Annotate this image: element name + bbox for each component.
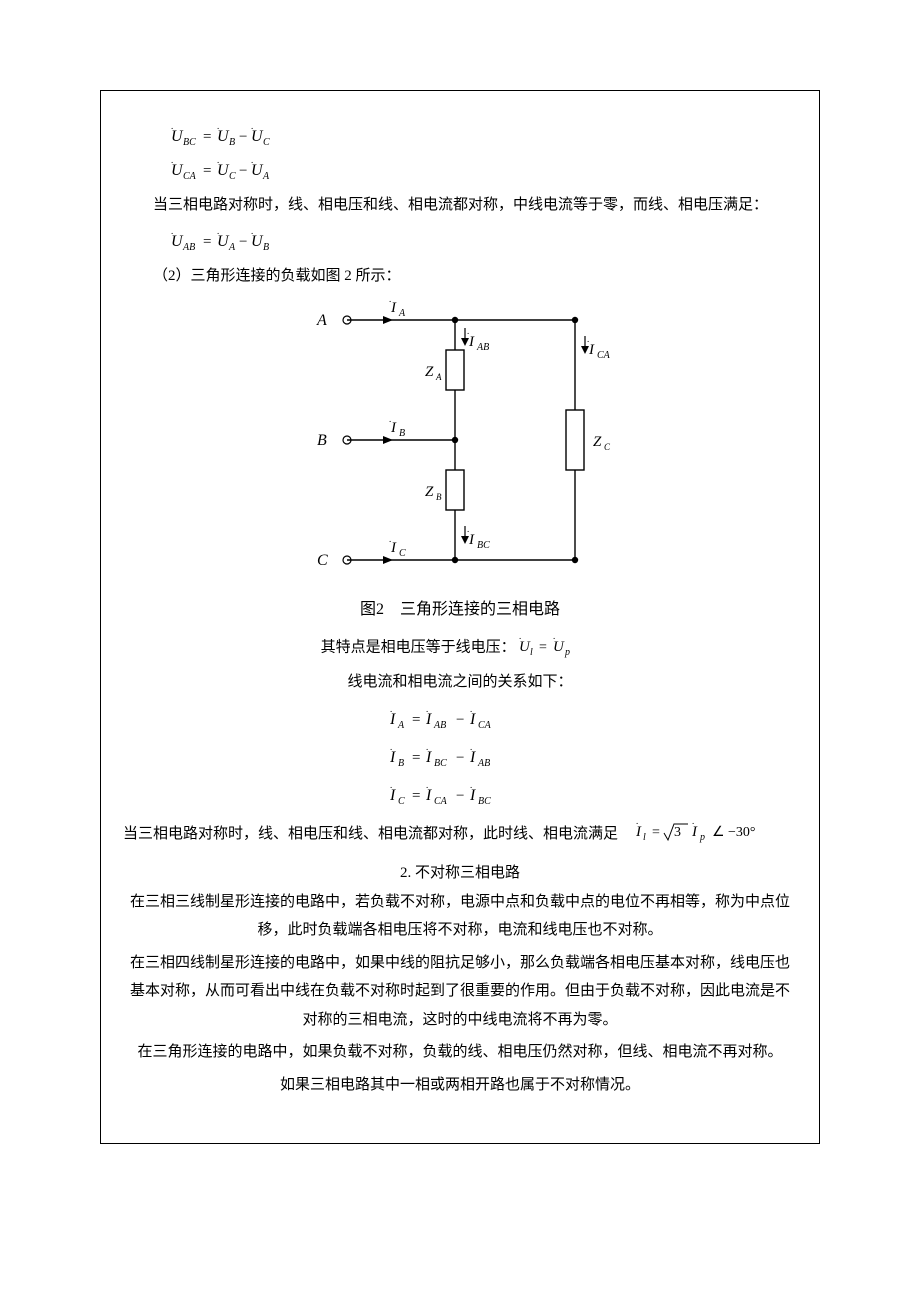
- para-fig-intro: （2）三角形连接的负载如图 2 所示：: [123, 262, 797, 291]
- svg-text:B: B: [399, 428, 405, 439]
- svg-text:B: B: [263, 242, 269, 253]
- svg-text:−: −: [239, 129, 247, 145]
- svg-text:Z: Z: [425, 364, 434, 380]
- svg-text:−: −: [239, 163, 247, 179]
- svg-text:I: I: [691, 824, 698, 840]
- svg-text:BC: BC: [183, 137, 196, 148]
- equation-u-bc: . U BC = . U B − . U C: [171, 123, 797, 149]
- svg-text:AB: AB: [182, 242, 195, 253]
- svg-text:−30°: −30°: [728, 825, 756, 840]
- svg-text:A: A: [398, 308, 406, 319]
- svg-text:−: −: [456, 788, 464, 804]
- svg-text:B: B: [398, 758, 404, 769]
- svg-text:I: I: [469, 787, 476, 804]
- svg-text:I: I: [390, 749, 396, 766]
- content-box: . U BC = . U B − . U C . U CA = . U: [100, 90, 820, 1144]
- para-feature: 其特点是相电压等于线电压： . U l = . U p: [123, 633, 797, 664]
- svg-text:C: C: [229, 171, 236, 182]
- svg-text:A: A: [316, 312, 327, 329]
- svg-text:U: U: [553, 639, 565, 655]
- svg-text:I: I: [468, 334, 475, 350]
- svg-text:A: A: [435, 372, 442, 382]
- svg-text:−: −: [456, 712, 464, 728]
- svg-text:B: B: [436, 492, 442, 502]
- circuit-diagram: ABCZAZBZC.IA.IB.IC.IAB.IBC.ICA: [305, 300, 615, 580]
- svg-text:I: I: [588, 342, 595, 358]
- svg-text:B: B: [317, 432, 327, 449]
- svg-text:=: =: [203, 234, 211, 250]
- svg-text:BC: BC: [478, 796, 491, 807]
- equation-ia: . I A = . I AB − . I CA: [123, 704, 797, 734]
- equation-ic: . I C = . I CA − . I BC: [123, 780, 797, 810]
- svg-text:I: I: [390, 787, 396, 804]
- svg-text:A: A: [228, 242, 236, 253]
- svg-text:=: =: [412, 750, 420, 766]
- para-symmetry-2: 当三相电路对称时，线、相电压和线、相电流都对称，此时线、相电流满足 . I l …: [123, 818, 797, 851]
- section-2-title: 2. 不对称三相电路: [123, 861, 797, 882]
- svg-text:BC: BC: [477, 540, 490, 551]
- page: . U BC = . U B − . U C . U CA = . U: [0, 0, 920, 1302]
- equation-u-ab: . U AB = . U A − . U B: [171, 228, 797, 254]
- svg-text:C: C: [398, 796, 405, 807]
- para-feature-text: 其特点是相电压等于线电压：: [321, 640, 516, 656]
- svg-text:C: C: [263, 137, 270, 148]
- svg-text:I: I: [468, 532, 475, 548]
- equation-u-ca: . U CA = . U C − . U A: [171, 157, 797, 183]
- svg-text:I: I: [425, 787, 432, 804]
- svg-text:p: p: [564, 647, 570, 658]
- svg-text:I: I: [636, 824, 642, 840]
- svg-text:l: l: [530, 647, 533, 658]
- eq-ul-up: . U l = . U p: [519, 633, 599, 664]
- svg-text:B: B: [229, 137, 235, 148]
- svg-text:I: I: [469, 749, 476, 766]
- svg-text:3: 3: [674, 825, 681, 840]
- para-tail-3: 如果三相电路其中一相或两相开路也属于不对称情况。: [123, 1071, 797, 1100]
- svg-text:=: =: [203, 163, 211, 179]
- svg-text:I: I: [425, 749, 432, 766]
- eq-il-ip: . I l = 3 . I p ∠ −30°: [636, 818, 796, 851]
- svg-text:AB: AB: [433, 720, 446, 731]
- equation-ib: . I B = . I BC − . I AB: [123, 742, 797, 772]
- svg-text:C: C: [317, 552, 328, 569]
- svg-text:=: =: [412, 788, 420, 804]
- svg-text:−: −: [239, 234, 247, 250]
- figure-2: ABCZAZBZC.IA.IB.IC.IAB.IBC.ICA: [123, 300, 797, 585]
- svg-text:AB: AB: [476, 342, 489, 353]
- svg-text:C: C: [399, 548, 406, 559]
- svg-text:p: p: [699, 832, 705, 843]
- svg-text:=: =: [652, 825, 660, 840]
- para-symmetry-2-text: 当三相电路对称时，线、相电压和线、相电流都对称，此时线、相电流满足: [123, 820, 618, 849]
- svg-text:I: I: [390, 300, 397, 316]
- para-symmetry: 当三相电路对称时，线、相电压和线、相电流都对称，中线电流等于零，而线、相电压满足…: [123, 191, 797, 220]
- svg-text:I: I: [469, 711, 476, 728]
- svg-text:A: A: [262, 171, 270, 182]
- svg-text:CA: CA: [597, 350, 611, 361]
- svg-text:Z: Z: [425, 484, 434, 500]
- figure-2-caption: 图2 三角形连接的三相电路: [123, 595, 797, 619]
- svg-text:I: I: [390, 711, 396, 728]
- svg-text:A: A: [397, 720, 405, 731]
- svg-text:=: =: [412, 712, 420, 728]
- svg-text:=: =: [539, 640, 547, 655]
- svg-text:=: =: [203, 129, 211, 145]
- svg-text:∠: ∠: [712, 825, 725, 840]
- svg-text:AB: AB: [477, 758, 490, 769]
- svg-text:I: I: [390, 420, 397, 436]
- svg-text:C: C: [604, 442, 611, 452]
- svg-text:Z: Z: [593, 434, 602, 450]
- para-tail-2: 在三角形连接的电路中，如果负载不对称，负载的线、相电压仍然对称，但线、相电流不再…: [123, 1038, 797, 1067]
- svg-text:BC: BC: [434, 758, 447, 769]
- svg-text:I: I: [390, 540, 397, 556]
- svg-text:CA: CA: [478, 720, 492, 731]
- para-linephase: 线电流和相电流之间的关系如下：: [123, 668, 797, 697]
- svg-text:I: I: [425, 711, 432, 728]
- para-tail-0: 在三相三线制星形连接的电路中，若负载不对称，电源中点和负载中点的电位不再相等，称…: [123, 888, 797, 945]
- svg-text:l: l: [643, 832, 646, 843]
- svg-text:CA: CA: [183, 171, 197, 182]
- para-tail-1: 在三相四线制星形连接的电路中，如果中线的阻抗足够小，那么负载端各相电压基本对称，…: [123, 949, 797, 1035]
- svg-text:−: −: [456, 750, 464, 766]
- svg-text:CA: CA: [434, 796, 448, 807]
